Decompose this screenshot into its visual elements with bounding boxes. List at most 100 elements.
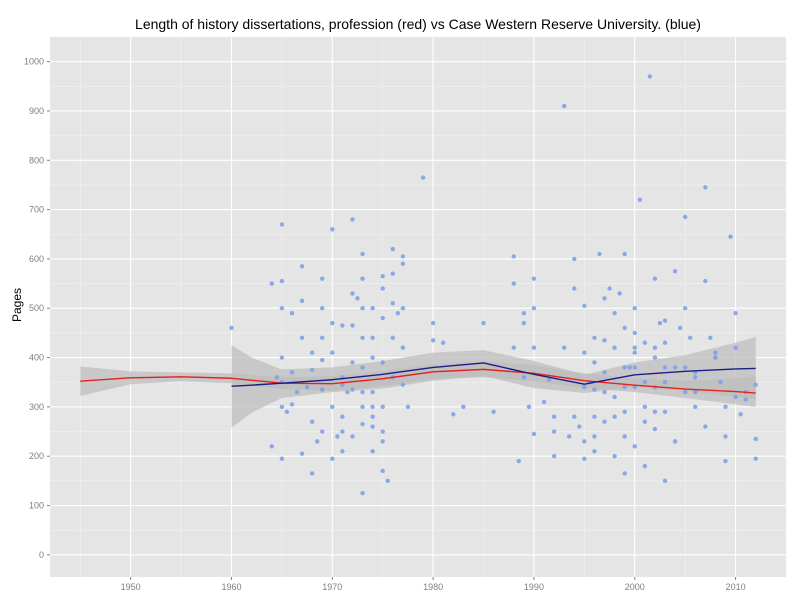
data-point	[400, 306, 406, 311]
data-point	[561, 103, 567, 109]
data-point	[693, 375, 698, 380]
data-point	[602, 370, 607, 375]
data-point	[622, 384, 627, 390]
data-point	[637, 197, 643, 202]
data-point	[708, 335, 713, 341]
y-tick-label: 0	[39, 550, 44, 560]
data-point	[703, 185, 708, 190]
data-point	[622, 409, 627, 414]
y-tick-label: 700	[29, 205, 44, 215]
data-point	[612, 394, 617, 400]
data-point	[531, 431, 537, 437]
data-point	[541, 399, 547, 405]
x-tick-label: 1980	[423, 582, 443, 592]
data-point	[713, 350, 718, 355]
data-point	[340, 323, 345, 328]
data-point	[592, 387, 597, 392]
data-point	[350, 323, 355, 328]
data-point	[662, 409, 668, 414]
data-point	[380, 468, 385, 474]
data-point	[632, 345, 637, 350]
x-tick-label: 1970	[322, 582, 342, 592]
data-point	[582, 350, 587, 355]
data-point	[672, 365, 678, 370]
data-point	[602, 338, 607, 343]
x-tick-label: 2000	[625, 582, 645, 592]
data-point	[420, 175, 426, 180]
data-point	[582, 456, 587, 461]
data-point	[521, 310, 527, 316]
data-point	[516, 458, 522, 464]
data-point	[682, 214, 688, 220]
data-point	[718, 380, 723, 385]
data-point	[753, 436, 758, 442]
data-point	[642, 380, 648, 385]
data-point	[607, 286, 612, 291]
data-point	[612, 453, 617, 459]
data-point	[289, 370, 295, 375]
data-point	[723, 404, 728, 410]
data-point	[672, 269, 678, 274]
data-point	[693, 404, 698, 410]
data-point	[652, 426, 658, 432]
data-point	[289, 310, 295, 316]
data-point	[430, 320, 436, 326]
data-point	[320, 276, 325, 281]
data-point	[642, 404, 648, 410]
data-point	[380, 286, 385, 291]
data-point	[622, 471, 627, 476]
data-point	[340, 429, 345, 434]
data-point	[360, 251, 365, 257]
data-point	[279, 404, 285, 410]
data-point	[299, 335, 305, 341]
y-tick-label: 800	[29, 155, 44, 165]
data-point	[400, 345, 406, 350]
data-point	[703, 278, 708, 284]
data-point	[279, 222, 285, 227]
data-point	[400, 261, 406, 267]
data-point	[491, 409, 496, 414]
data-point	[350, 387, 355, 392]
data-point	[360, 421, 365, 427]
data-point	[682, 365, 688, 370]
data-point	[662, 340, 668, 345]
data-point	[728, 234, 733, 239]
data-point	[299, 298, 305, 304]
data-point	[320, 429, 325, 434]
data-point	[531, 276, 537, 281]
data-point	[733, 345, 738, 350]
data-point	[657, 320, 663, 326]
data-point	[380, 315, 385, 321]
data-point	[360, 490, 365, 496]
data-point	[390, 301, 395, 306]
data-point	[632, 444, 637, 449]
data-point	[647, 74, 653, 79]
data-point	[677, 325, 683, 331]
data-point	[370, 414, 375, 419]
data-point	[561, 345, 567, 350]
data-point	[481, 320, 486, 326]
data-point	[642, 340, 648, 345]
data-point	[617, 291, 622, 296]
data-point	[592, 414, 597, 419]
data-point	[320, 357, 325, 363]
data-point	[703, 424, 708, 429]
y-tick-label: 200	[29, 451, 44, 461]
minor-gridlines	[50, 36, 787, 577]
data-point	[642, 463, 648, 469]
data-point	[430, 338, 436, 343]
data-point	[753, 456, 758, 461]
smooth-lines	[80, 362, 756, 394]
data-point	[521, 375, 527, 380]
data-point	[370, 449, 375, 454]
data-point	[370, 335, 375, 341]
data-point	[299, 451, 305, 456]
data-point	[572, 256, 577, 262]
data-point	[229, 325, 234, 331]
data-point	[380, 273, 385, 279]
data-point	[451, 412, 456, 417]
data-point	[279, 306, 285, 311]
data-point	[592, 434, 597, 439]
data-point	[400, 254, 406, 259]
x-tick-label: 1950	[121, 582, 141, 592]
